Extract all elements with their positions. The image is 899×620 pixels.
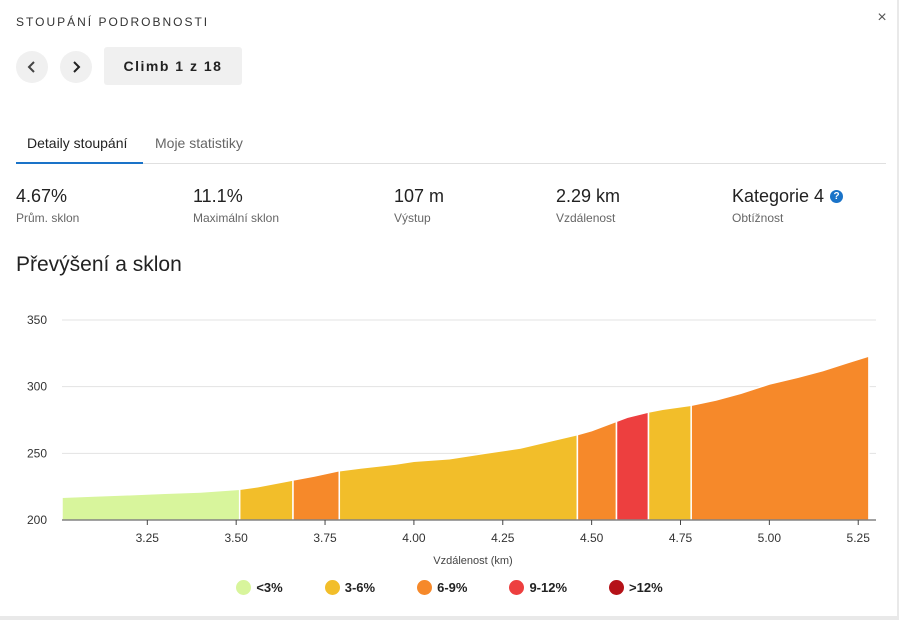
legend-label: 6-9% <box>437 580 468 595</box>
grade-legend: <3% 3-6% 6-9% 9-12% >12% <box>0 580 899 595</box>
stat-value: 107 m <box>394 186 445 206</box>
legend-dot <box>324 580 340 595</box>
grade-segment <box>292 469 341 521</box>
close-icon: × <box>877 9 887 26</box>
stat-label: Maximální sklon <box>193 211 280 225</box>
tab-bar: Detaily stoupání Moje statistiky <box>16 128 886 164</box>
legend-dot <box>609 580 625 595</box>
stat-value: 4.67% <box>16 186 68 206</box>
stat-label: Vzdálenost <box>556 211 616 225</box>
stat-label: Výstup <box>394 211 431 225</box>
close-button[interactable]: × <box>873 10 891 28</box>
legend-label: 3-6% <box>344 580 376 595</box>
previous-climb-button[interactable] <box>16 51 48 83</box>
stat-avg-grade: 4.67% Prům. sklon <box>16 186 79 225</box>
x-tick-label: 5.00 <box>758 531 782 545</box>
tab-my-stats[interactable]: Moje statistiky <box>155 135 243 151</box>
elevation-chart: 3.25 3.50 3.75 4.00 4.25 4.50 4.75 5.00 5.25 200 2… <box>27 313 876 567</box>
x-axis-label: Vzdálenost (km) <box>433 555 512 567</box>
legend-dot <box>509 580 525 595</box>
section-title: Převýšení a sklon <box>16 253 182 276</box>
stat-max-grade: 11.1% Maximální sklon <box>193 186 279 225</box>
tab-climb-details[interactable]: Detaily stoupání <box>16 128 143 164</box>
next-climb-button[interactable] <box>60 51 92 83</box>
legend-dot <box>236 580 252 595</box>
grade-segment <box>338 433 579 521</box>
stat-difficulty: Kategorie 4 ? Obtížnost <box>732 186 844 225</box>
legend-label: 9-12% <box>529 580 568 595</box>
legend-item: <3% <box>236 580 283 595</box>
grade-segment <box>61 488 241 521</box>
x-tick-label: 4.50 <box>580 531 604 545</box>
y-tick-label: 300 <box>27 380 47 394</box>
climb-counter: Climb 1 z 18 <box>104 47 242 85</box>
legend-item: 3-6% <box>324 580 376 595</box>
help-icon[interactable]: ? <box>830 190 844 203</box>
x-tick-label: 4.00 <box>402 531 426 545</box>
legend-label: <3% <box>256 580 283 595</box>
stat-value: Kategorie 4 ? <box>732 186 844 207</box>
panel-title: Stoupání podrobnosti <box>16 15 210 29</box>
grade-segment <box>238 479 294 521</box>
stat-label: Obtížnost <box>732 211 784 225</box>
stat-value: 11.1% <box>193 186 243 206</box>
legend-dot <box>417 580 433 595</box>
x-tick-label: 3.75 <box>313 531 337 545</box>
legend-item: 9-12% <box>509 580 567 595</box>
grade-segment <box>615 411 650 521</box>
x-tick-label: 3.50 <box>224 531 248 545</box>
grade-segment <box>647 404 692 521</box>
chevron-left-icon <box>27 61 35 73</box>
legend-item: >12% <box>609 580 663 595</box>
x-tick-label: 4.75 <box>669 531 693 545</box>
chevron-right-icon <box>73 61 81 73</box>
y-tick-label: 350 <box>27 313 47 327</box>
x-tick-label: 3.25 <box>136 531 160 545</box>
grade-segment <box>690 354 870 521</box>
y-tick-label: 250 <box>27 446 47 460</box>
stat-ascent: 107 m Výstup <box>394 186 444 225</box>
x-tick-label: 5.25 <box>847 531 871 545</box>
legend-label: >12% <box>629 580 663 595</box>
stat-distance: 2.29 km Vzdálenost <box>556 186 620 225</box>
y-tick-label: 200 <box>27 513 47 527</box>
legend-item: 6-9% <box>417 580 467 595</box>
difficulty-category: Kategorie 4 <box>732 186 825 206</box>
stat-label: Prům. sklon <box>16 211 80 225</box>
stat-value: 2.29 km <box>556 186 621 206</box>
grade-segment <box>576 420 618 521</box>
x-tick-label: 4.25 <box>491 531 515 545</box>
